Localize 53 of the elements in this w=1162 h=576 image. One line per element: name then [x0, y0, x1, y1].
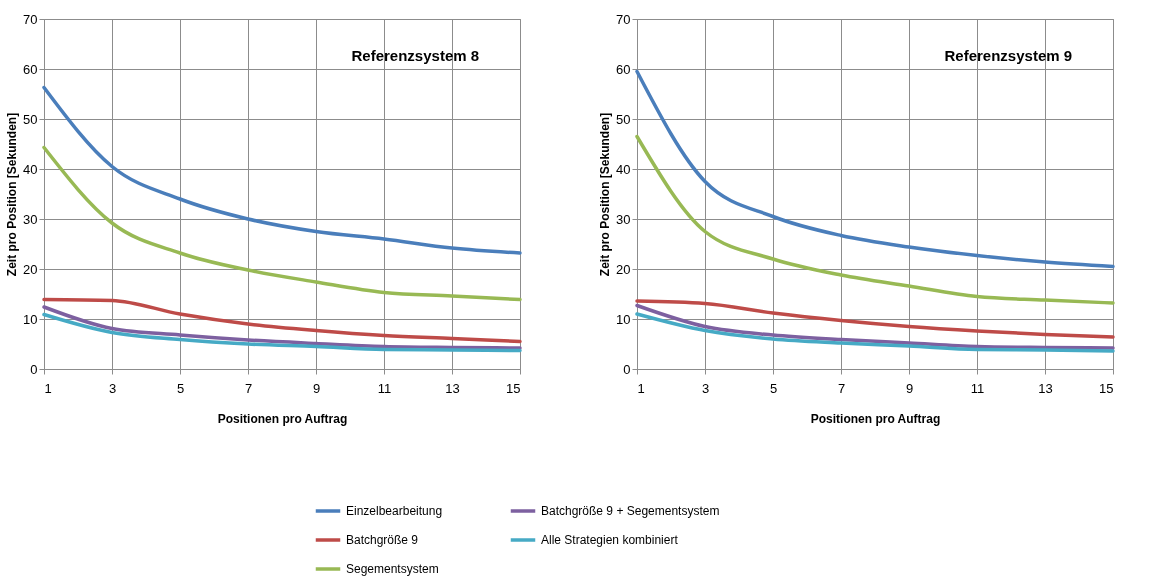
line-series: [635, 299, 1115, 339]
y-tick-label: 60: [23, 61, 38, 77]
y-tick-label: 10: [23, 311, 38, 327]
legend-label: Batchgröße 9: [346, 533, 419, 547]
y-tick-label: 40: [616, 161, 631, 177]
x-tick-label: 1: [637, 380, 645, 396]
x-tick-label: 7: [837, 380, 846, 396]
x-tick-label: 1: [44, 380, 52, 396]
y-tick-label: 70: [23, 11, 38, 27]
y-tick-label: 0: [30, 361, 38, 377]
line-series: [635, 134, 1115, 305]
line-series: [42, 312, 522, 353]
line-series: [635, 303, 1115, 350]
y-tick-label: 50: [616, 111, 631, 127]
y-tick-label: 10: [616, 311, 631, 327]
x-tick-label: 11: [970, 380, 985, 396]
x-tick-label: 3: [701, 380, 710, 396]
x-tick-label: 5: [769, 380, 778, 396]
y-axis-title: Zeit pro Position [Sekunden]: [598, 112, 613, 277]
x-tick-label: 13: [445, 380, 460, 396]
y-tick-label: 60: [616, 61, 631, 77]
x-tick-label: 15: [1099, 380, 1114, 396]
y-tick-label: 20: [616, 261, 631, 277]
y-tick-label: 30: [616, 211, 631, 227]
y-axis-title: Zeit pro Position [Sekunden]: [5, 112, 20, 277]
legend-label: Segementsystem: [346, 562, 439, 576]
line-series: [635, 312, 1115, 353]
y-tick-label: 50: [23, 111, 38, 127]
y-tick-label: 30: [23, 211, 38, 227]
text: Referenzsystem 9: [944, 46, 1073, 64]
x-tick-label: 3: [108, 380, 117, 396]
x-tick-label: 15: [506, 380, 521, 396]
x-tick-label: 13: [1038, 380, 1053, 396]
x-axis-title: Positionen pro Auftrag: [217, 411, 348, 426]
y-tick-label: 40: [23, 161, 38, 177]
y-tick-label: 70: [616, 11, 631, 27]
x-tick-label: 5: [176, 380, 185, 396]
legend-label: Batchgröße 9 + Segementsystem: [541, 504, 720, 518]
line-series: [42, 85, 522, 255]
legend-label: Einzelbearbeitung: [346, 504, 443, 518]
y-tick-label: 20: [23, 261, 38, 277]
y-tick-label: 0: [623, 361, 631, 377]
x-tick-label: 9: [312, 380, 321, 396]
line-series: [42, 305, 522, 350]
x-tick-label: 7: [244, 380, 253, 396]
line-series: [635, 69, 1115, 269]
x-axis-title: Positionen pro Auftrag: [810, 411, 941, 426]
text: Referenzsystem 8: [351, 46, 480, 64]
line-series: [42, 297, 522, 344]
x-tick-label: 9: [905, 380, 914, 396]
x-tick-label: 11: [377, 380, 392, 396]
legend-label: Alle Strategien kombiniert: [541, 533, 679, 547]
line-series: [42, 145, 522, 302]
